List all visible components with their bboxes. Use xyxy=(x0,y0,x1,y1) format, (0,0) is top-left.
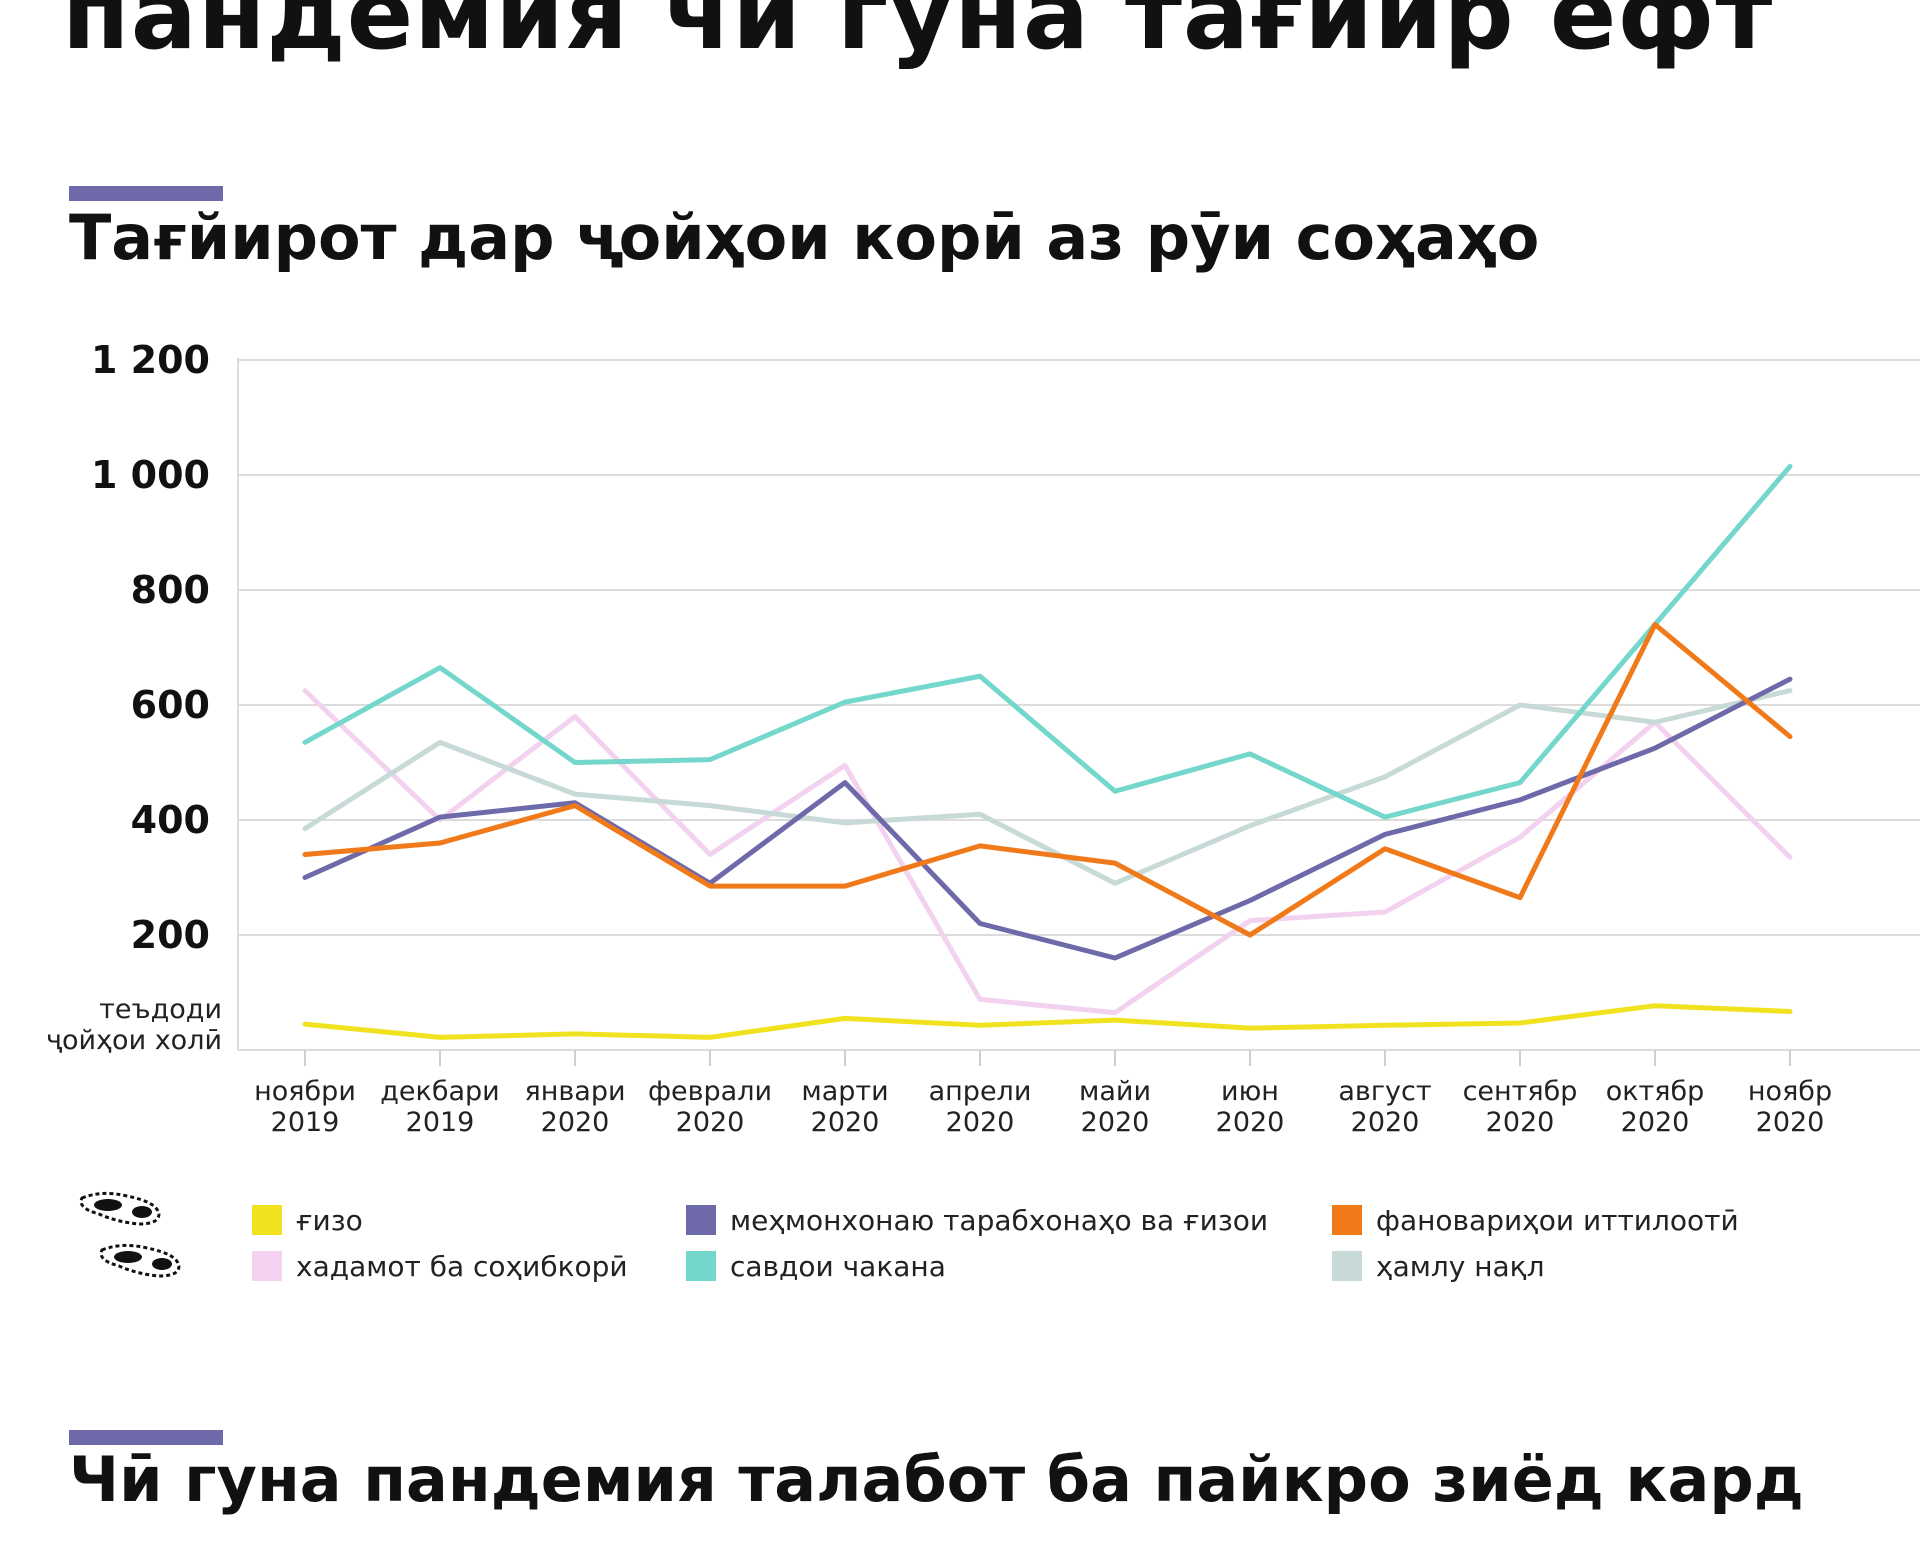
x-tick-label-11: ноябр 2020 xyxy=(1748,1076,1832,1138)
legend-label: меҳмонхонаю тарабхонаҳо ва ғизои xyxy=(730,1203,1269,1237)
legend-label: ғизо xyxy=(296,1203,363,1237)
legend-label: савдои чакана xyxy=(730,1249,946,1283)
y-tick-label-1200: 1 200 xyxy=(91,338,210,382)
y-tick-label-400: 400 xyxy=(131,798,210,842)
series-line-4 xyxy=(302,622,1793,938)
y-tick-label-600: 600 xyxy=(131,683,210,727)
legend-swatch xyxy=(686,1251,716,1281)
chart-legend: ғизо меҳмонхонаю тарабхонаҳо ва ғизои фано… xyxy=(0,1190,1920,1300)
section-title: Тағйирот дар ҷойҳои корӣ аз рӯи соҳаҳо xyxy=(69,201,1540,274)
section-accent-bar xyxy=(69,186,223,201)
series-line-2 xyxy=(302,463,1793,820)
x-tick-label-8: август 2020 xyxy=(1338,1076,1431,1138)
series-line-1 xyxy=(302,688,1793,886)
legend-item: хадамот ба соҳибкорӣ xyxy=(252,1246,628,1286)
legend-item: савдои чакана xyxy=(686,1246,946,1286)
line-chart: 200 400 600 800 1 000 1 200 теъдоди ҷойҳои холӣ… xyxy=(46,338,1920,1138)
footprints-icon xyxy=(79,1191,181,1278)
legend-swatch xyxy=(252,1205,282,1235)
x-tick-label-2: январи 2020 xyxy=(524,1076,625,1138)
series-line-0 xyxy=(302,688,1793,1016)
bottom-section-title: Чӣ гуна пандемия талабот ба пайкро зиёд … xyxy=(69,1443,1804,1516)
y-tick-label-1000: 1 000 xyxy=(91,453,210,497)
y-axis-label: теъдоди ҷойҳои холӣ xyxy=(46,994,222,1056)
x-tick-label-1: декбари 2019 xyxy=(380,1076,499,1138)
page-top-title: пандемия чӣ гуна тағйир ёфт xyxy=(62,0,1774,72)
x-tick-label-5: апрели 2020 xyxy=(929,1076,1032,1138)
x-tick-label-6: майи 2020 xyxy=(1079,1076,1151,1138)
legend-swatch xyxy=(686,1205,716,1235)
legend-swatch xyxy=(252,1251,282,1281)
legend-item: ғизо xyxy=(252,1200,363,1240)
legend-item: ҳамлу нақл xyxy=(1332,1246,1545,1286)
x-tick-label-7: июн 2020 xyxy=(1216,1076,1285,1138)
series-line-5 xyxy=(302,1003,1793,1040)
x-tick-label-0: ноябри 2019 xyxy=(254,1076,356,1138)
legend-swatch xyxy=(1332,1205,1362,1235)
legend-label: хадамот ба соҳибкорӣ xyxy=(296,1249,628,1283)
x-tick-label-3: феврали 2020 xyxy=(648,1076,772,1138)
x-tick-label-4: марти 2020 xyxy=(801,1076,888,1138)
series-line-3 xyxy=(302,676,1793,961)
x-tick-label-9: сентябр 2020 xyxy=(1463,1076,1578,1138)
x-tick-label-10: октябр 2020 xyxy=(1606,1076,1705,1138)
legend-label: ҳамлу нақл xyxy=(1376,1249,1545,1283)
y-tick-label-200: 200 xyxy=(131,913,210,957)
legend-item: фановариҳои иттилоотӣ xyxy=(1332,1200,1739,1240)
y-tick-label-800: 800 xyxy=(131,568,210,612)
legend-item: меҳмонхонаю тарабхонаҳо ва ғизои xyxy=(686,1200,1268,1240)
legend-label: фановариҳои иттилоотӣ xyxy=(1376,1203,1739,1237)
bottom-accent-bar xyxy=(69,1430,223,1445)
legend-swatch xyxy=(1332,1251,1362,1281)
